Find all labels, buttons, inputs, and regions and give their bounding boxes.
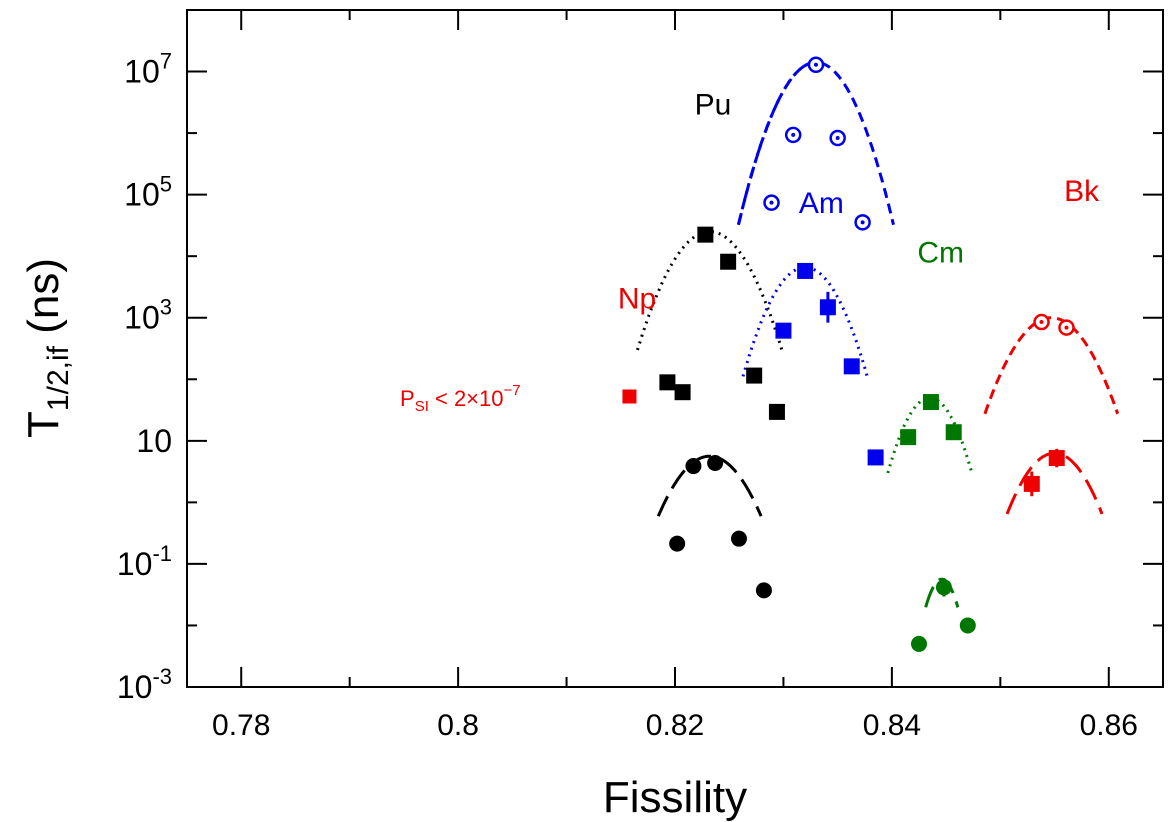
fit-curve-bk <box>983 316 1120 415</box>
y-tick-label: 103 <box>124 295 172 336</box>
data-point-square-cm <box>945 424 962 441</box>
data-point-square-bk <box>1023 475 1040 492</box>
y-tick-exponent: 7 <box>160 49 172 74</box>
data-point-open-circle-dot <box>769 200 774 205</box>
data-point-circle-pu <box>669 535 686 552</box>
y-tick-base: 10 <box>117 669 153 705</box>
fit-curve-am <box>736 60 895 226</box>
data-point-open-circle-dot <box>813 62 818 67</box>
y-tick-label: 105 <box>124 172 172 213</box>
data-point-circle-pu <box>685 458 702 475</box>
y-axis-label-unit: (ns) <box>19 258 68 346</box>
element-label-bk: Bk <box>1064 175 1100 208</box>
data-point-circle-cm <box>911 635 927 652</box>
y-tick-label: 10-1 <box>117 541 172 582</box>
psi-sup: −7 <box>504 382 521 399</box>
y-tick-exponent: -1 <box>152 541 172 566</box>
fit-curve-pu <box>656 454 763 517</box>
data-point-square-am <box>819 299 836 316</box>
x-tick-label: 0.8 <box>437 709 479 742</box>
data-point-square-bk <box>1048 450 1065 467</box>
element-label-cm: Cm <box>917 236 964 269</box>
y-axis-label-sub: 1/2,if <box>42 345 75 411</box>
x-axis-label: Fissility <box>603 773 747 822</box>
data-point-circle-pu <box>707 454 724 471</box>
psi-annotation: PSI < 2×10−7 <box>400 382 521 415</box>
y-axis-label: T1/2,if (ns) <box>19 258 75 438</box>
data-point-open-circle-dot <box>835 136 840 141</box>
data-point-square-pu <box>659 374 676 391</box>
y-tick-exponent: 3 <box>160 295 172 320</box>
data-point-open-circle-dot <box>860 220 865 225</box>
psi-marker <box>622 389 637 404</box>
data-point-circle-pu <box>755 582 772 599</box>
y-tick-exponent: 5 <box>160 172 172 197</box>
y-tick-base: 10 <box>124 177 160 213</box>
y-axis-label-main: T <box>19 411 68 438</box>
element-labels: Pu Am Cm Np Bk <box>618 89 1100 316</box>
data-point-square-am <box>843 358 860 375</box>
data-point-circle-pu <box>730 530 747 547</box>
psi-rest: < 2×10 <box>429 386 504 411</box>
fit-curves <box>636 60 1120 608</box>
data-point-circle-cm <box>959 617 976 634</box>
element-label-np: Np <box>618 282 656 315</box>
data-point-square-pu <box>674 384 691 401</box>
psi-p: P <box>400 386 415 411</box>
psi-sub: SI <box>415 398 429 415</box>
y-tick-base: 10 <box>117 546 153 582</box>
data-point-square-cm <box>922 394 939 411</box>
data-point-square-am <box>867 449 884 466</box>
x-tick-label: 0.84 <box>863 709 921 742</box>
data-point-square-cm <box>900 429 917 446</box>
data-point-square-pu <box>746 367 763 384</box>
data-markers <box>622 56 1075 652</box>
data-point-square-pu <box>720 253 737 270</box>
element-label-am: Am <box>799 187 844 220</box>
fit-curve-am <box>741 265 869 377</box>
x-tick-label: 0.78 <box>212 709 270 742</box>
plot-frame <box>186 9 1164 688</box>
data-point-square-am <box>775 322 792 339</box>
y-tick-label: 10 <box>136 423 172 459</box>
fit-curve-pu <box>636 230 784 351</box>
element-label-pu: Pu <box>695 89 732 122</box>
x-tick-label: 0.82 <box>646 709 704 742</box>
y-tick-label: 107 <box>124 49 172 90</box>
fit-curve-am <box>736 60 816 226</box>
data-point-open-circle-dot <box>1064 325 1069 330</box>
x-tick-label: 0.86 <box>1080 709 1138 742</box>
y-tick-base: 10 <box>124 54 160 90</box>
data-point-circle-cm <box>935 579 952 596</box>
fit-curve-cm <box>924 577 960 608</box>
data-point-square-pu <box>768 403 785 420</box>
y-tick-exponent: -3 <box>152 664 172 689</box>
psi-annotation-text: PSI < 2×10−7 <box>400 382 521 415</box>
data-point-open-circle-dot <box>1039 320 1044 325</box>
data-point-square-am <box>797 262 814 279</box>
data-point-square-pu <box>697 226 714 243</box>
y-tick-base: 10 <box>124 300 160 336</box>
data-point-open-circle-dot <box>791 132 796 137</box>
y-tick-label: 10-3 <box>117 664 172 705</box>
